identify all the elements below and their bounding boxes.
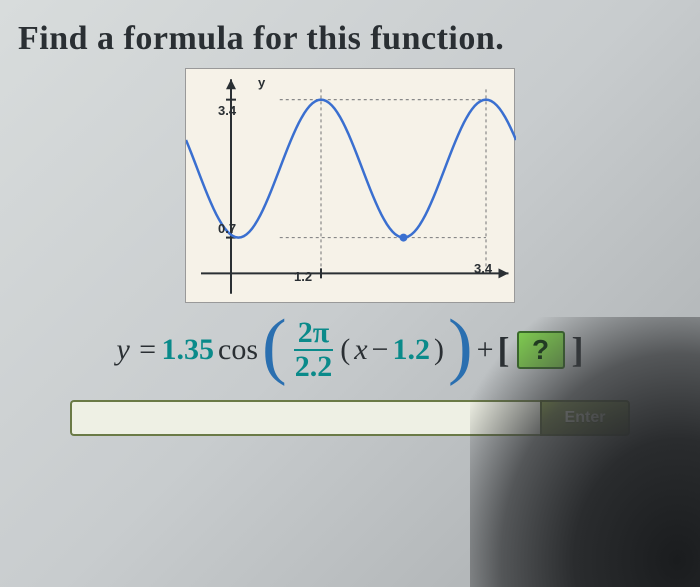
formula-amplitude: 1.35	[162, 333, 215, 367]
formula-y-eq: y =	[116, 333, 157, 367]
answer-row: Enter	[70, 400, 630, 436]
formula-plus: +	[477, 333, 494, 367]
answer-blank[interactable]: ?	[517, 331, 565, 369]
bracket-open: [	[498, 329, 510, 371]
answer-input[interactable]	[70, 400, 540, 436]
frac-denominator: 2.2	[291, 351, 337, 383]
formula-cos: cos	[218, 333, 258, 367]
enter-button[interactable]: Enter	[540, 400, 630, 436]
inner-paren-open: (	[340, 333, 350, 367]
paren-close: )	[448, 316, 473, 376]
y-axis-label: y	[258, 75, 265, 90]
y-tick-3-4: 3.4	[218, 103, 236, 118]
function-graph: y 3.4 0.7 1.2 3.4	[185, 68, 515, 303]
formula-x: x	[354, 333, 367, 367]
frac-numerator: 2π	[294, 317, 333, 351]
bracket-close: ]	[572, 329, 584, 371]
x-tick-3-4: 3.4	[474, 261, 492, 276]
formula-fraction: 2π 2.2	[291, 317, 337, 382]
x-tick-1-2: 1.2	[294, 269, 312, 284]
inner-paren-close: )	[434, 333, 444, 367]
formula-minus: −	[372, 333, 389, 367]
y-tick-0-7: 0.7	[218, 221, 236, 236]
formula-shift: 1.2	[392, 333, 430, 367]
paren-open: (	[262, 316, 287, 376]
formula-display: y = 1.35 cos ( 2π 2.2 (x − 1.2) ) + [ ? …	[18, 317, 682, 382]
question-title: Find a formula for this function.	[18, 20, 682, 58]
